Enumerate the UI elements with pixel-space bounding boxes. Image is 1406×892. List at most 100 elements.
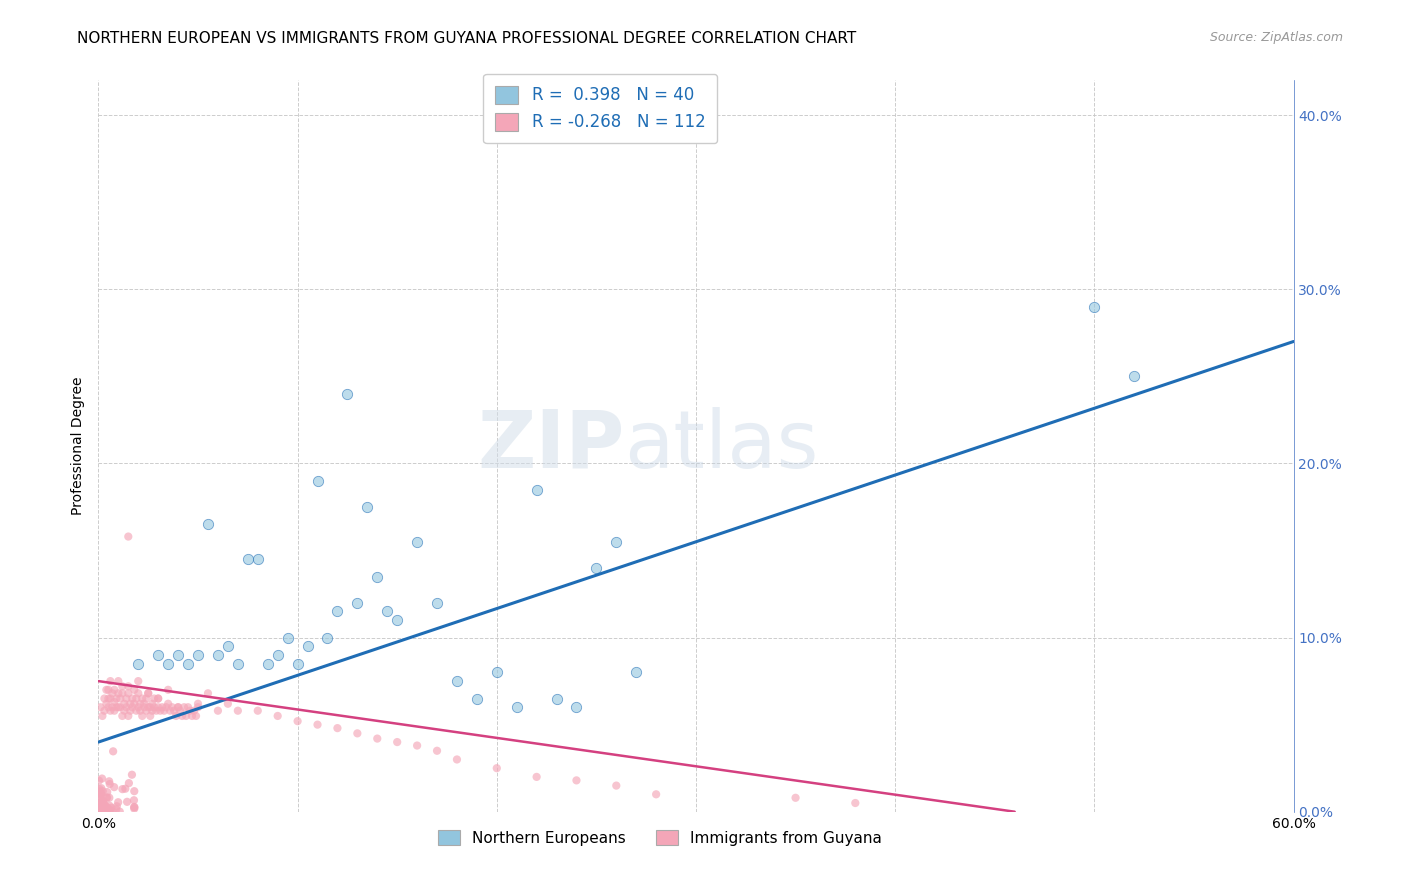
Point	[187, 648, 209, 662]
Point	[127, 686, 149, 700]
Point	[117, 686, 139, 700]
Point	[90, 787, 112, 801]
Point	[96, 697, 118, 711]
Point	[153, 704, 176, 718]
Point	[139, 709, 162, 723]
Point	[256, 657, 278, 671]
Point	[96, 790, 118, 805]
Point	[94, 803, 117, 817]
Point	[326, 604, 349, 618]
Point	[117, 679, 139, 693]
Point	[112, 697, 135, 711]
Point	[167, 700, 190, 714]
Point	[112, 704, 135, 718]
Text: NORTHERN EUROPEAN VS IMMIGRANTS FROM GUYANA PROFESSIONAL DEGREE CORRELATION CHAR: NORTHERN EUROPEAN VS IMMIGRANTS FROM GUY…	[77, 31, 856, 46]
Point	[163, 704, 186, 718]
Point	[91, 794, 114, 808]
Point	[169, 704, 191, 718]
Point	[87, 784, 110, 798]
Point	[91, 799, 114, 814]
Point	[93, 804, 115, 818]
Point	[98, 691, 122, 706]
Point	[267, 709, 290, 723]
Point	[136, 686, 159, 700]
Text: Source: ZipAtlas.com: Source: ZipAtlas.com	[1209, 31, 1343, 45]
Point	[111, 782, 134, 797]
Point	[101, 805, 124, 819]
Point	[139, 700, 162, 714]
Point	[91, 772, 114, 786]
Point	[134, 700, 156, 714]
Point	[165, 709, 187, 723]
Point	[136, 686, 159, 700]
Point	[90, 804, 112, 818]
Point	[97, 801, 120, 815]
Point	[96, 785, 118, 799]
Point	[97, 691, 120, 706]
Point	[110, 691, 132, 706]
Point	[124, 802, 146, 816]
Point	[1083, 300, 1105, 314]
Point	[115, 700, 138, 714]
Point	[94, 798, 117, 813]
Point	[90, 787, 112, 801]
Point	[98, 704, 122, 718]
Point	[217, 697, 239, 711]
Point	[356, 500, 378, 514]
Point	[157, 682, 180, 697]
Text: ZIP: ZIP	[477, 407, 624, 485]
Point	[117, 530, 139, 544]
Point	[645, 787, 668, 801]
Point	[157, 657, 180, 671]
Point	[89, 782, 111, 797]
Point	[307, 717, 329, 731]
Point	[121, 700, 143, 714]
Point	[136, 700, 159, 714]
Point	[89, 700, 111, 714]
Point	[89, 803, 111, 817]
Point	[148, 691, 170, 706]
Point	[605, 779, 627, 793]
Point	[124, 784, 146, 798]
Point	[485, 665, 508, 680]
Point	[105, 799, 128, 814]
Point	[217, 640, 239, 654]
Point	[129, 704, 152, 718]
Point	[187, 700, 209, 714]
Point	[90, 802, 112, 816]
Point	[157, 697, 180, 711]
Point	[124, 800, 146, 814]
Point	[105, 802, 128, 816]
Text: atlas: atlas	[624, 407, 818, 485]
Point	[197, 686, 219, 700]
Point	[226, 704, 249, 718]
Point	[183, 704, 205, 718]
Point	[565, 700, 588, 714]
Point	[111, 709, 134, 723]
Point	[167, 648, 190, 662]
Point	[785, 790, 807, 805]
Point	[124, 682, 146, 697]
Point	[246, 552, 269, 566]
Point	[173, 700, 195, 714]
Point	[91, 784, 114, 798]
Point	[426, 596, 449, 610]
Point	[197, 517, 219, 532]
Point	[129, 697, 152, 711]
Point	[107, 686, 129, 700]
Point	[87, 799, 110, 814]
Point	[385, 735, 409, 749]
Point	[97, 700, 120, 714]
Point	[148, 648, 170, 662]
Point	[101, 686, 124, 700]
Point	[287, 714, 309, 728]
Point	[585, 561, 607, 575]
Point	[179, 704, 201, 718]
Point	[98, 674, 122, 689]
Point	[446, 752, 468, 766]
Point	[87, 773, 110, 788]
Point	[90, 787, 112, 801]
Point	[207, 704, 229, 718]
Point	[626, 665, 648, 680]
Point	[526, 770, 548, 784]
